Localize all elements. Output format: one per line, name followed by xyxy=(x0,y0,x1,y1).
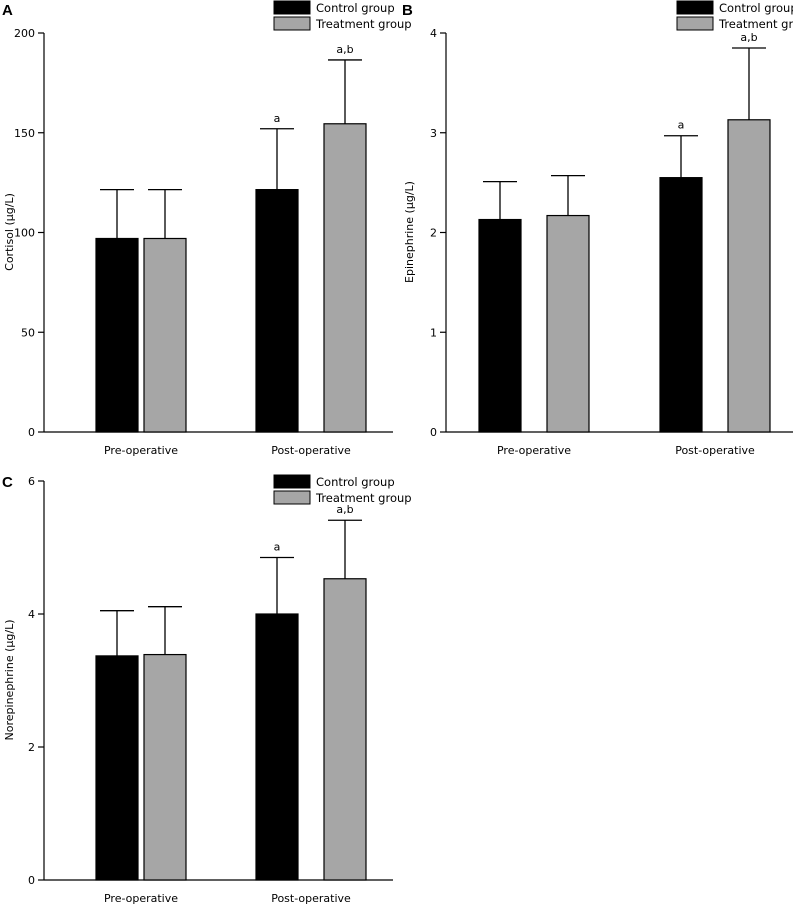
panel-c-y-tick-label: 0 xyxy=(28,874,35,887)
panel-a-x-category-label: Post-operative xyxy=(271,444,351,457)
panel-a-y-tick-label: 200 xyxy=(14,27,35,40)
panel-c-bar-control-pre xyxy=(95,655,139,881)
panel-a-bar-control-pre xyxy=(95,237,139,433)
panel-b-y-tick-label: 4 xyxy=(430,27,437,40)
panel-a-legend-swatch-control xyxy=(273,0,311,15)
panel-a-y-tick-label: 50 xyxy=(21,326,35,339)
panel-b-bar-control-pre xyxy=(478,218,522,433)
panel-c: C 0 2 4 6 Norepinephrine (μg/L) Pre-operative P… xyxy=(2,474,412,905)
panel-b-y-axis-label: Epinephrine (μg/L) xyxy=(403,181,416,283)
panel-c-x-category-label: Post-operative xyxy=(271,892,351,905)
panel-b-bar-treatment-post xyxy=(727,119,771,433)
panel-a-legend-swatch-treatment xyxy=(273,16,311,31)
panel-b-bar-treatment-pre xyxy=(546,214,590,433)
panel-c-y-tick-label: 2 xyxy=(28,741,35,754)
panel-a-bar-treatment-pre xyxy=(143,237,187,433)
panel-c-legend-swatch-control xyxy=(273,474,311,489)
panel-c-letter: C xyxy=(2,474,13,491)
panel-b-legend-label: Treatment group xyxy=(718,17,793,31)
panel-a-significance-label: a,b xyxy=(336,43,353,56)
panel-a-y-tick-label: 150 xyxy=(14,127,35,140)
panel-c-legend-label: Treatment group xyxy=(315,491,412,505)
panel-c-bar-treatment-post xyxy=(323,578,367,881)
panel-c-bar-treatment-pre xyxy=(143,653,187,881)
panel-b-significance-label: a xyxy=(678,119,685,132)
panel-a: A 0 50 100 150 200 Cortisol (μg/L) Pre-operativ… xyxy=(2,0,412,457)
panel-b-bar-control-post xyxy=(659,177,703,433)
panel-b-legend-swatch-treatment xyxy=(676,16,714,31)
panel-a-legend-label: Control group xyxy=(316,1,395,15)
panel-c-significance-label: a,b xyxy=(336,503,353,516)
panel-a-y-axis-label: Cortisol (μg/L) xyxy=(3,193,16,271)
panel-c-significance-label: a xyxy=(274,540,281,553)
panel-c-bar-control-post xyxy=(255,613,299,881)
panel-c-legend-label: Control group xyxy=(316,475,395,489)
panel-c-y-axis-label: Norepinephrine (μg/L) xyxy=(3,620,16,741)
panel-b-y-tick-label: 2 xyxy=(430,227,437,240)
panel-a-bar-treatment-post xyxy=(323,123,367,433)
panel-b: B 0 1 2 3 4 Epinephrine (μg/L) Pre-operative Pos… xyxy=(402,0,793,457)
panel-a-y-tick-label: 100 xyxy=(14,227,35,240)
panel-a-legend-label: Treatment group xyxy=(315,17,412,31)
panel-b-y-tick-label: 1 xyxy=(430,326,437,339)
panel-b-legend-swatch-control xyxy=(676,0,714,15)
panel-c-y-tick-label: 6 xyxy=(28,475,35,488)
panel-a-x-category-label: Pre-operative xyxy=(104,444,178,457)
panel-a-letter: A xyxy=(2,2,13,19)
panel-c-x-category-label: Pre-operative xyxy=(104,892,178,905)
panel-b-letter: B xyxy=(402,2,413,19)
panel-a-y-tick-label: 0 xyxy=(28,426,35,439)
panel-b-x-category-label: Post-operative xyxy=(675,444,755,457)
panel-a-significance-label: a xyxy=(274,112,281,125)
panel-b-y-tick-label: 0 xyxy=(430,426,437,439)
panel-b-legend-label: Control group xyxy=(719,1,793,15)
panel-b-significance-label: a,b xyxy=(740,31,757,44)
panel-a-bar-control-post xyxy=(255,189,299,433)
panel-c-legend-swatch-treatment xyxy=(273,490,311,505)
panel-b-y-tick-label: 3 xyxy=(430,127,437,140)
panel-c-y-tick-label: 4 xyxy=(28,608,35,621)
panel-b-x-category-label: Pre-operative xyxy=(497,444,571,457)
